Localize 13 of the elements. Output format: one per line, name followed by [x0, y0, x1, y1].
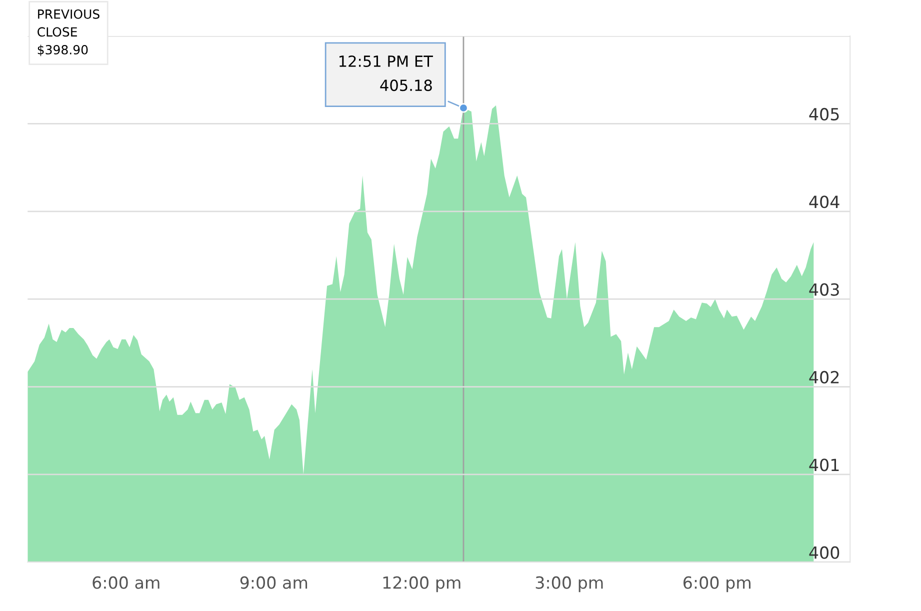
y-tick-label: 403	[809, 283, 839, 296]
x-tick-label: 9:00 am	[240, 576, 308, 589]
x-tick-label: 3:00 pm	[536, 576, 603, 592]
x-tick-label: 6:00 pm	[684, 576, 750, 592]
y-tick-label: 404	[809, 196, 840, 208]
y-tick-label: 401	[809, 458, 839, 472]
y-tick-label: 402	[809, 370, 839, 384]
annotation: PREVIOUS CLOSE $398.90	[38, 9, 100, 56]
x-tick-label: 12:00 pm	[383, 576, 460, 592]
annotation: 12:51 PM ET 405.18	[339, 55, 433, 92]
x-tick-label: 6:00 am	[92, 576, 160, 589]
y-tick-label: 405	[809, 108, 839, 120]
y-tick-label: 400	[809, 546, 840, 559]
